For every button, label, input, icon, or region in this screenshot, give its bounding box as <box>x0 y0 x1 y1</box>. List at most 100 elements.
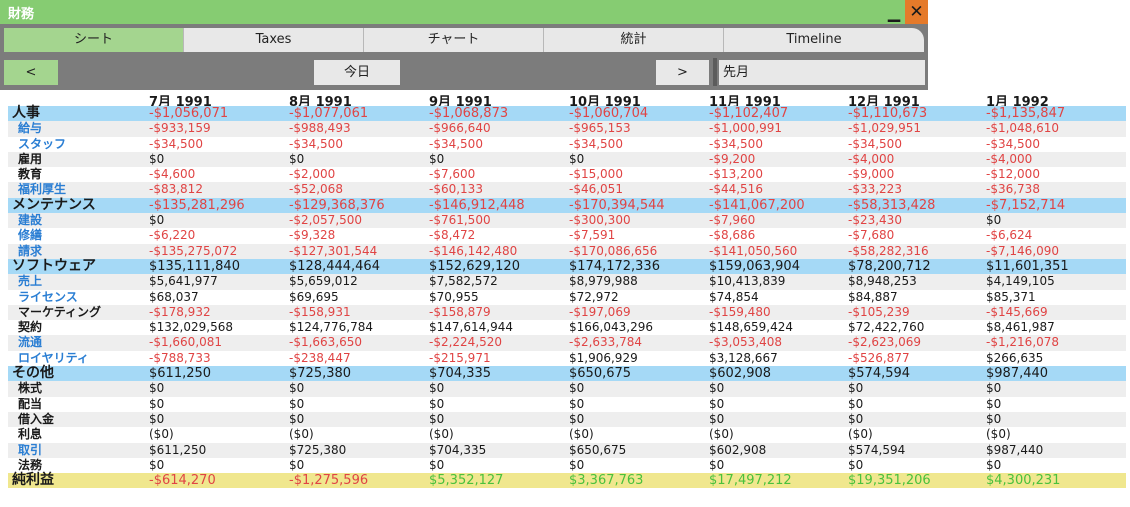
tab-timeline[interactable]: Timeline <box>786 32 842 47</box>
cell-value: -$933,159 <box>149 121 211 136</box>
row-label: 契約 <box>18 320 43 335</box>
row-label: 法務 <box>18 457 43 472</box>
period-selector[interactable]: 先月 <box>719 60 925 85</box>
row-label: 株式 <box>18 381 43 396</box>
cell-value: -$34,500 <box>709 136 763 151</box>
today-button[interactable]: 今日 <box>314 60 400 85</box>
cell-value: -$7,960 <box>709 213 756 228</box>
cell-value: $4,300,231 <box>986 473 1061 489</box>
row-label[interactable]: 売上 <box>18 274 43 289</box>
row-label[interactable]: 取引 <box>18 442 43 457</box>
cell-value: -$6,220 <box>149 228 196 243</box>
cell-value: -$141,050,560 <box>709 243 798 258</box>
cell-value: $0 <box>569 411 585 426</box>
cell-value: -$1,068,873 <box>429 106 509 121</box>
finance-window: 財務 ▁ ✕ シート Taxes チャート 統計 Timeline < 今日 >… <box>0 0 928 90</box>
cell-value: -$135,275,072 <box>149 243 238 258</box>
row-label[interactable]: 建設 <box>18 213 43 228</box>
cell-value: -$8,686 <box>709 228 756 243</box>
cell-value: -$36,738 <box>986 182 1040 197</box>
cell-value: -$146,142,480 <box>429 243 518 258</box>
row-label[interactable]: 福利厚生 <box>18 182 67 197</box>
row-label[interactable]: 給与 <box>18 121 43 136</box>
row-label[interactable]: 請求 <box>18 243 43 258</box>
minimize-button[interactable]: ▁ <box>883 0 905 24</box>
cell-value: $132,029,568 <box>149 320 233 335</box>
cell-value: -$60,133 <box>429 182 483 197</box>
cell-value: $17,497,212 <box>709 473 792 489</box>
tab-chart[interactable]: チャート <box>364 28 544 52</box>
cell-value: $5,641,977 <box>149 274 218 289</box>
cell-value: $0 <box>569 151 585 166</box>
cell-value: -$83,812 <box>149 182 203 197</box>
table-row: 配当 $0 $0 $0 $0 $0 $0 $0 <box>8 396 1126 412</box>
cell-value: -$1,060,704 <box>569 106 649 121</box>
cell-value: $0 <box>289 457 305 472</box>
cell-value: $574,594 <box>848 442 906 457</box>
row-label: その他 <box>12 365 54 382</box>
cell-value: ($0) <box>848 427 873 442</box>
cell-value: $1,906,929 <box>569 350 638 365</box>
tab-taxes[interactable]: Taxes <box>184 28 364 52</box>
cell-value: -$146,912,448 <box>429 197 525 213</box>
cell-value: -$141,067,200 <box>709 197 805 213</box>
cell-value: $85,371 <box>986 289 1036 304</box>
cell-value: -$788,733 <box>149 350 211 365</box>
cell-value: $0 <box>569 457 585 472</box>
cell-value: $987,440 <box>986 366 1049 382</box>
close-button[interactable]: ✕ <box>905 0 928 24</box>
cell-value: $128,444,464 <box>289 258 380 274</box>
cell-value: $725,380 <box>289 442 347 457</box>
next-button[interactable]: > <box>656 60 709 85</box>
row-label[interactable]: ライセンス <box>18 289 78 304</box>
cell-value: $0 <box>848 396 864 411</box>
table-row: ロイヤリティ -$788,733 -$238,447 -$215,971 $1,906,… <box>8 350 1126 367</box>
cell-value: $74,854 <box>709 289 759 304</box>
cell-value: $3,128,667 <box>709 350 778 365</box>
cell-value: -$1,102,407 <box>709 106 789 121</box>
cell-value: -$9,328 <box>289 228 336 243</box>
cell-value: -$34,500 <box>569 136 623 151</box>
cell-value: -$170,394,544 <box>569 197 665 213</box>
nav-divider <box>713 58 717 86</box>
cell-value: -$46,051 <box>569 182 623 197</box>
cell-value: -$2,633,784 <box>569 335 643 350</box>
cell-value: -$12,000 <box>986 167 1040 182</box>
row-label[interactable]: スタッフ <box>18 136 67 151</box>
cell-value: $0 <box>709 411 725 426</box>
row-label: 配当 <box>18 396 43 411</box>
cell-value: -$614,270 <box>149 473 216 489</box>
cell-value: $0 <box>289 396 305 411</box>
cell-value: $11,601,351 <box>986 258 1069 274</box>
tab-stats[interactable]: 統計 <box>544 28 724 52</box>
table-row: 利息 ($0) ($0) ($0) ($0) ($0) ($0) ($0) <box>8 427 1126 443</box>
cell-value: $987,440 <box>986 442 1044 457</box>
cell-value: $70,955 <box>429 289 479 304</box>
row-label[interactable]: 修繕 <box>18 228 43 243</box>
row-label: 借入金 <box>18 411 55 426</box>
cell-value: -$13,200 <box>709 167 763 182</box>
tab-sheet[interactable]: シート <box>4 28 184 52</box>
cell-value: $650,675 <box>569 366 632 382</box>
cell-value: -$2,623,069 <box>848 335 922 350</box>
category-row: メンテナンス -$135,281,296 -$129,368,376 -$146,91… <box>8 197 1126 214</box>
category-row: 人事 -$1,056,071 -$1,077,061 -$1,068,873 -$1,0… <box>8 106 1126 122</box>
prev-button[interactable]: < <box>4 60 58 85</box>
table-row: 教育 -$4,600 -$2,000 -$7,600 -$15,000 -$13,200 -… <box>8 167 1126 183</box>
cell-value: -$1,660,081 <box>149 335 223 350</box>
cell-value: -$7,591 <box>569 228 616 243</box>
cell-value: $725,380 <box>289 366 352 382</box>
cell-value: $152,629,120 <box>429 258 520 274</box>
title-bar[interactable]: 財務 ▁ ✕ <box>0 0 928 24</box>
cell-value: -$44,516 <box>709 182 763 197</box>
cell-value: $78,200,712 <box>848 258 931 274</box>
cell-value: -$145,669 <box>986 304 1048 319</box>
row-label[interactable]: 流通 <box>18 335 43 350</box>
cell-value: $602,908 <box>709 366 772 382</box>
table-row: 法務 $0 $0 $0 $0 $0 $0 $0 <box>8 457 1126 474</box>
table-row: 修繕 -$6,220 -$9,328 -$8,472 -$7,591 -$8,686 -$7… <box>8 228 1126 244</box>
cell-value: ($0) <box>149 427 174 442</box>
row-label[interactable]: ロイヤリティ <box>18 350 89 365</box>
cell-value: $135,111,840 <box>149 258 240 274</box>
cell-value: -$135,281,296 <box>149 197 245 213</box>
